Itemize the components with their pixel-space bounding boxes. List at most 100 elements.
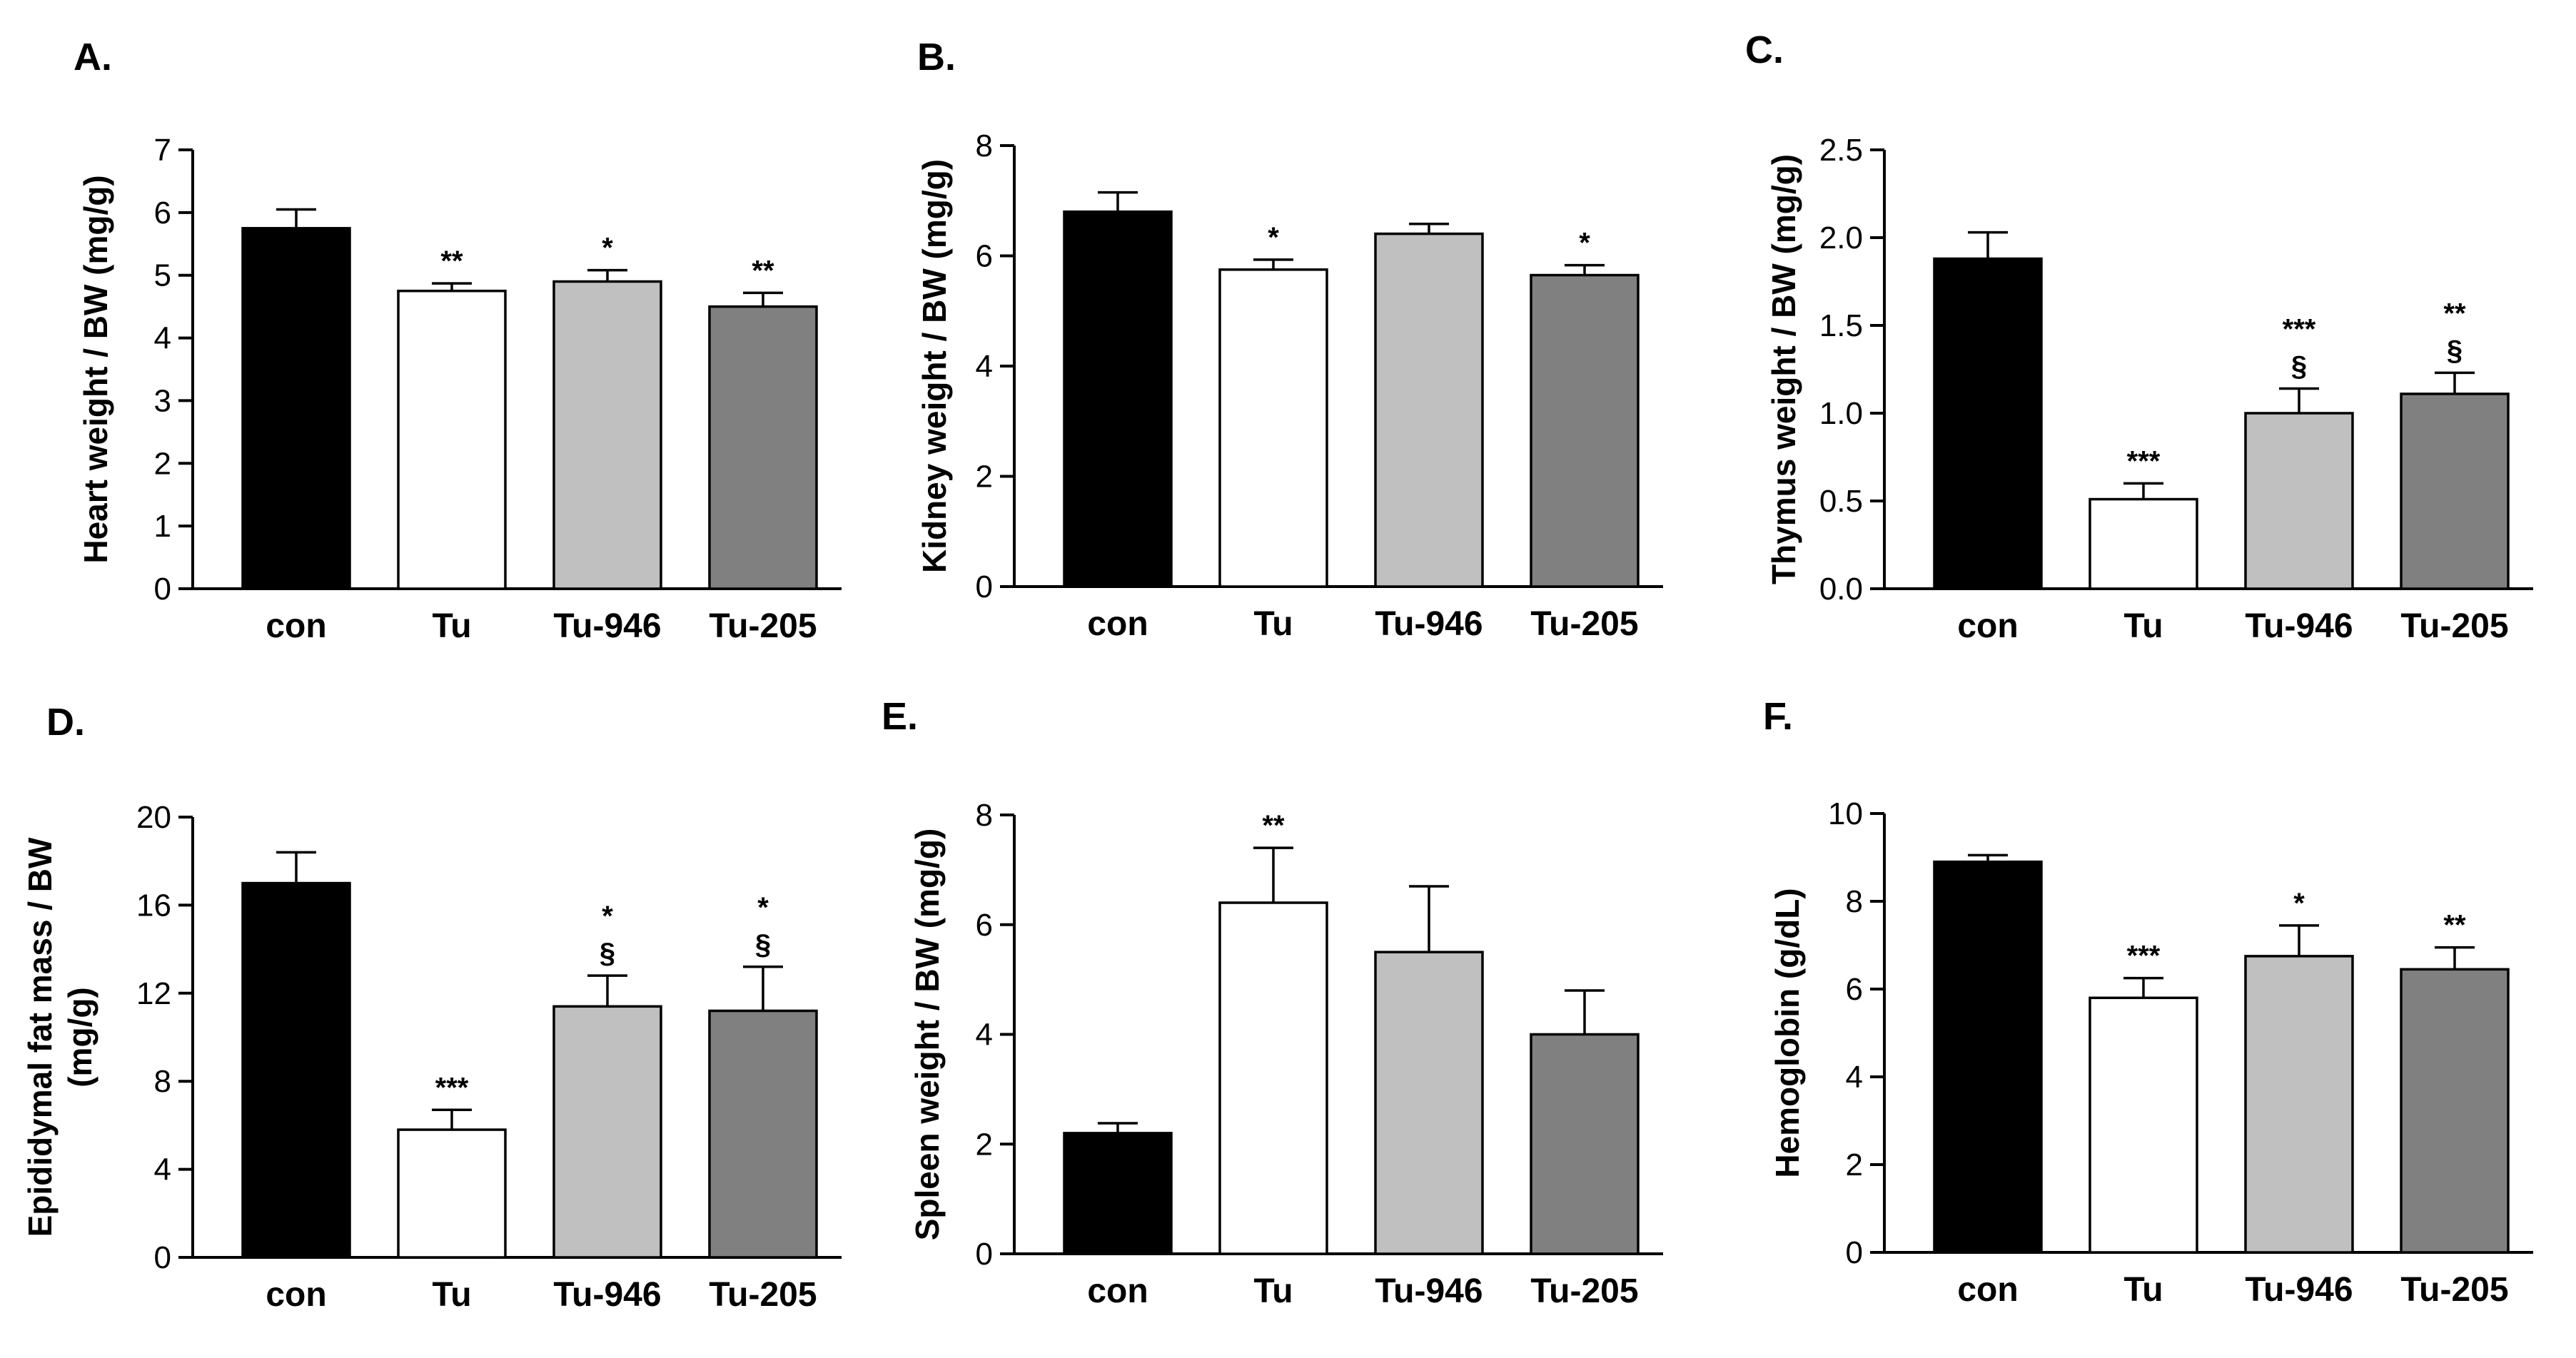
bar-tu <box>1218 901 1328 1255</box>
y-tick-label: 2 <box>154 446 171 481</box>
bar-tu <box>2088 497 2198 590</box>
bar-tu-205 <box>708 1009 818 1259</box>
category-label-tu: Tu <box>2123 1271 2163 1309</box>
bar-con <box>1063 1132 1173 1255</box>
bar-tu <box>2088 996 2198 1254</box>
bar-tu-946 <box>552 1005 662 1259</box>
significance-marker: * <box>1268 222 1279 253</box>
bar-tu-946 <box>2244 412 2354 590</box>
category-label-con: con <box>1957 1271 2018 1309</box>
y-tick-label: 4 <box>1846 1060 1863 1095</box>
y-tick-label: 7 <box>154 133 171 168</box>
significance-marker: * <box>602 233 613 264</box>
y-tick-label: 8 <box>154 1064 171 1099</box>
category-label-tu-946: Tu-946 <box>2245 1271 2353 1309</box>
y-axis-label: Thymus weight / BW (mg/g) <box>1765 154 1802 584</box>
significance-marker: *** <box>435 1072 469 1103</box>
significance-marker: § <box>2447 335 2463 366</box>
bar-con <box>1063 210 1173 588</box>
category-label-tu-946: Tu-946 <box>1375 1272 1483 1310</box>
y-tick-label: 8 <box>976 798 993 833</box>
category-label-tu: Tu <box>1253 605 1293 643</box>
y-tick-label: 2.5 <box>1819 133 1863 168</box>
significance-marker: *** <box>2127 445 2161 477</box>
bar-tu <box>397 289 507 590</box>
panel-letter: A. <box>74 36 112 78</box>
bar-tu <box>397 1128 507 1259</box>
bar-con <box>241 227 351 590</box>
panel-letter: F. <box>1763 695 1793 738</box>
y-axis-label: Heart weight / BW (mg/g) <box>77 175 114 563</box>
significance-marker: * <box>602 901 613 932</box>
significance-marker: § <box>2291 351 2307 382</box>
y-tick-label: 0 <box>976 1237 993 1272</box>
category-label-tu-946: Tu-946 <box>2245 607 2353 645</box>
bar-tu-205 <box>1530 1033 1640 1255</box>
bar-tu-946 <box>1374 232 1484 588</box>
y-tick-label: 2 <box>976 1127 993 1162</box>
significance-marker: *** <box>2127 941 2161 972</box>
chart-panel-c: C. 0.0 0.5 1.0 1.5 2.0 2.5 Thymus weight / BW (… <box>1745 29 2533 645</box>
y-tick-label: 1 <box>154 509 171 544</box>
chart-panel-b: B. 0 2 4 6 8 Kidney weight / BW (mg/g) con Tu * Tu… <box>916 36 1663 643</box>
category-label-tu-205: Tu-205 <box>2400 1271 2508 1309</box>
significance-marker: § <box>600 938 615 969</box>
category-label-tu-205: Tu-205 <box>1530 605 1638 643</box>
y-tick-label: 6 <box>976 239 993 274</box>
bar-tu <box>1218 268 1328 588</box>
category-label-tu-205: Tu-205 <box>1530 1272 1638 1310</box>
category-label-tu: Tu <box>432 1276 471 1314</box>
y-tick-label: 2 <box>976 460 993 495</box>
category-label-tu-205: Tu-205 <box>709 1276 817 1314</box>
panel-letter: C. <box>1745 29 1784 71</box>
y-tick-label: 0 <box>1846 1235 1863 1270</box>
y-tick-label: 0.5 <box>1819 484 1863 519</box>
bar-tu-946 <box>2244 955 2354 1254</box>
y-tick-label: 3 <box>154 383 171 418</box>
y-tick-label: 0 <box>154 572 171 607</box>
category-label-con: con <box>1087 605 1148 643</box>
category-label-con: con <box>266 607 326 645</box>
bar-tu-205 <box>708 305 818 590</box>
significance-marker: ** <box>2443 298 2466 329</box>
category-label-tu: Tu <box>1253 1272 1293 1310</box>
category-label-con: con <box>266 1276 326 1314</box>
bar-tu-946 <box>552 280 662 590</box>
y-tick-label: 8 <box>976 128 993 163</box>
bar-con <box>1933 860 2043 1254</box>
panel-letter: E. <box>882 695 918 738</box>
y-tick-label: 8 <box>1846 884 1863 919</box>
y-tick-label: 1.0 <box>1819 396 1863 431</box>
significance-marker: § <box>755 929 771 961</box>
y-tick-label: 0 <box>154 1240 171 1275</box>
bar-con <box>1933 257 2043 590</box>
category-label-tu-946: Tu-946 <box>553 607 661 645</box>
category-label-con: con <box>1087 1272 1148 1310</box>
panel-letter: D. <box>46 701 85 744</box>
bar-tu-205 <box>2400 392 2510 590</box>
y-axis-label: Epididymal fat mass / BW <box>21 837 59 1237</box>
y-tick-label: 10 <box>1828 796 1863 831</box>
chart-panel-d: D. 0 4 8 12 16 20 Epididymal fat mass / BW (mg/g… <box>21 701 842 1314</box>
y-tick-label: 4 <box>154 321 171 356</box>
significance-marker: ** <box>1262 810 1285 841</box>
y-tick-label: 6 <box>1846 972 1863 1007</box>
bar-tu-205 <box>2400 968 2510 1254</box>
y-tick-label: 4 <box>976 1018 993 1053</box>
category-label-tu-946: Tu-946 <box>1375 605 1483 643</box>
y-tick-label: 6 <box>976 908 993 943</box>
bar-con <box>241 881 351 1259</box>
category-label-tu-946: Tu-946 <box>553 1276 661 1314</box>
chart-panel-a: A. 0 1 2 3 4 5 6 7 Heart weight / BW (mg/g) con Tu *… <box>74 36 842 645</box>
significance-marker: * <box>757 892 769 923</box>
significance-marker: ** <box>440 245 463 277</box>
significance-marker: ** <box>2443 910 2466 941</box>
y-tick-label: 0.0 <box>1819 572 1863 607</box>
category-label-tu-205: Tu-205 <box>709 607 817 645</box>
y-tick-label: 0 <box>976 569 993 604</box>
y-axis-label: Hemoglobin (g/dL) <box>1769 888 1806 1177</box>
y-tick-label: 4 <box>976 349 993 384</box>
y-tick-label: 12 <box>136 976 171 1011</box>
category-label-tu: Tu <box>2123 607 2163 645</box>
